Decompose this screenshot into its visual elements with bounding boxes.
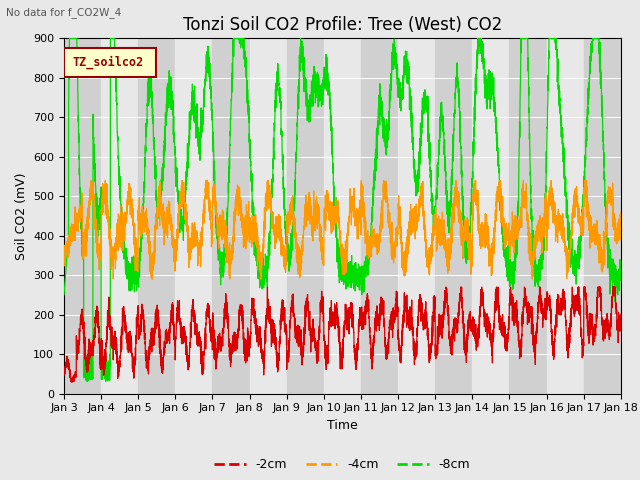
Y-axis label: Soil CO2 (mV): Soil CO2 (mV) bbox=[15, 172, 28, 260]
Bar bbox=[64, 38, 101, 394]
Bar bbox=[509, 38, 547, 394]
Bar bbox=[250, 38, 287, 394]
Legend: -2cm, -4cm, -8cm: -2cm, -4cm, -8cm bbox=[209, 453, 476, 476]
Bar bbox=[361, 38, 398, 394]
Bar bbox=[175, 38, 212, 394]
Text: No data for f_CO2W_4: No data for f_CO2W_4 bbox=[6, 7, 122, 18]
Bar bbox=[435, 38, 472, 394]
Bar bbox=[212, 38, 250, 394]
Bar bbox=[547, 38, 584, 394]
Title: Tonzi Soil CO2 Profile: Tree (West) CO2: Tonzi Soil CO2 Profile: Tree (West) CO2 bbox=[183, 16, 502, 34]
Bar bbox=[138, 38, 175, 394]
Bar bbox=[101, 38, 138, 394]
Bar bbox=[398, 38, 435, 394]
Bar bbox=[324, 38, 361, 394]
Bar bbox=[287, 38, 324, 394]
Bar bbox=[584, 38, 621, 394]
Text: TZ_soilco2: TZ_soilco2 bbox=[72, 56, 143, 69]
X-axis label: Time: Time bbox=[327, 419, 358, 432]
FancyBboxPatch shape bbox=[64, 48, 156, 77]
Bar bbox=[472, 38, 509, 394]
